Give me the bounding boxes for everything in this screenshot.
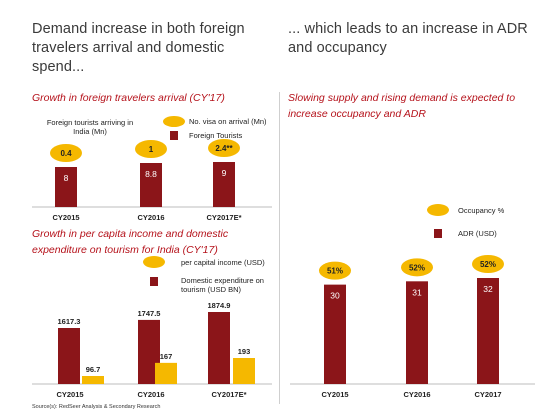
chart1-category-2: CY2017E* (206, 213, 241, 222)
chart1-bar-label-1: 8.8 (145, 169, 157, 179)
chart1-legend-visa-marker (163, 116, 185, 127)
chart3-bubble-1 (401, 258, 433, 277)
chart2-category-2: CY2017E* (211, 390, 246, 399)
chart1-bar-0 (55, 167, 77, 207)
chart2-subtitle: Growth in per capita income and domestic… (32, 228, 229, 256)
chart2-legend-income-marker (143, 256, 165, 268)
chart1-subtitle: Growth in foreign travelers arrival (CY'… (32, 92, 225, 104)
chart3-legend-occupancy-label: Occupancy % (458, 206, 505, 215)
chart1-category-1: CY2016 (137, 213, 164, 222)
chart2-legend-expenditure-marker (150, 277, 158, 286)
chart1-bubble-1 (135, 140, 167, 158)
chart3-bubble-label-1: 52% (409, 263, 425, 272)
chart3-legend-occupancy-marker (427, 204, 449, 216)
chart2-bar-b-2 (233, 358, 255, 384)
chart3-bar-label-1: 31 (412, 287, 422, 297)
chart2-bar-a-label-1: 1747.5 (138, 309, 161, 318)
vertical-divider (279, 92, 280, 404)
chart1-bar-1 (140, 163, 162, 207)
chart1-bubble-label-1: 1 (149, 145, 154, 154)
chart1-bar-2 (213, 162, 235, 207)
left-heading: Demand increase in both foreign traveler… (32, 21, 245, 75)
right-heading: ... which leads to an increase in ADR an… (288, 21, 528, 56)
chart1-bar-label-2: 9 (222, 168, 227, 178)
chart3-bar-0 (324, 284, 346, 384)
chart3-legend-adr-marker (434, 229, 442, 238)
chart3-legend-adr-label: ADR (USD) (458, 229, 497, 238)
chart1-legend-visa-label: No. visa on arrival (Mn) (189, 117, 267, 126)
chart3-category-1: CY2016 (403, 390, 430, 399)
chart3-subtitle: Slowing supply and rising demand is expe… (288, 92, 516, 120)
chart2-bar-b-label-2: 193 (238, 347, 251, 356)
chart1-category-0: CY2015 (52, 213, 79, 222)
chart2-bar-b-0 (82, 376, 104, 384)
chart3-bar-label-0: 30 (330, 291, 340, 301)
chart1-bar-label-0: 8 (64, 173, 69, 183)
chart1-bubble-label-2: 2.4** (215, 144, 233, 153)
chart3-bubble-label-2: 52% (480, 260, 496, 269)
chart2-category-1: CY2016 (137, 390, 164, 399)
chart3-bar-1 (406, 281, 428, 384)
chart3-category-2: CY2017 (474, 390, 501, 399)
chart2-bar-b-label-0: 96.7 (86, 365, 101, 374)
chart2-bar-a-1 (138, 319, 160, 384)
chart2-bar-b-label-1: 167 (160, 352, 173, 361)
chart2-bar-a-label-0: 1617.3 (58, 317, 81, 326)
chart1-bubble-2 (208, 139, 240, 157)
chart2-legend-income-label: per capital income (USD) (181, 258, 265, 267)
chart1-legend-tourists-marker (170, 131, 178, 140)
chart1-bubble-0 (50, 144, 82, 162)
chart2-bar-b-1 (155, 362, 177, 384)
chart2-legend-expenditure-label: Domestic expenditure on tourism (USD BN) (181, 276, 264, 294)
chart3-category-0: CY2015 (321, 390, 348, 399)
chart1-legend-tourists-label: Foreign Tourists (189, 131, 243, 140)
chart2-category-0: CY2015 (56, 390, 83, 399)
chart1-bubble-label-0: 0.4 (60, 149, 72, 158)
chart2-bar-a-2 (208, 312, 230, 384)
source-note: Source(s): RedSeer Analysis & Secondary … (32, 404, 161, 410)
chart1-annotation: Foreign tourists arriving in India (Mn) (46, 118, 134, 136)
chart3-bubble-0 (319, 261, 351, 280)
chart3-bubble-2 (472, 255, 504, 273)
chart2-bar-a-label-2: 1874.9 (208, 301, 231, 310)
chart3-bubble-label-0: 51% (327, 267, 343, 276)
chart2-bar-a-0 (58, 328, 80, 384)
chart3-bar-label-2: 32 (483, 284, 493, 294)
chart3-bar-2 (477, 278, 499, 384)
